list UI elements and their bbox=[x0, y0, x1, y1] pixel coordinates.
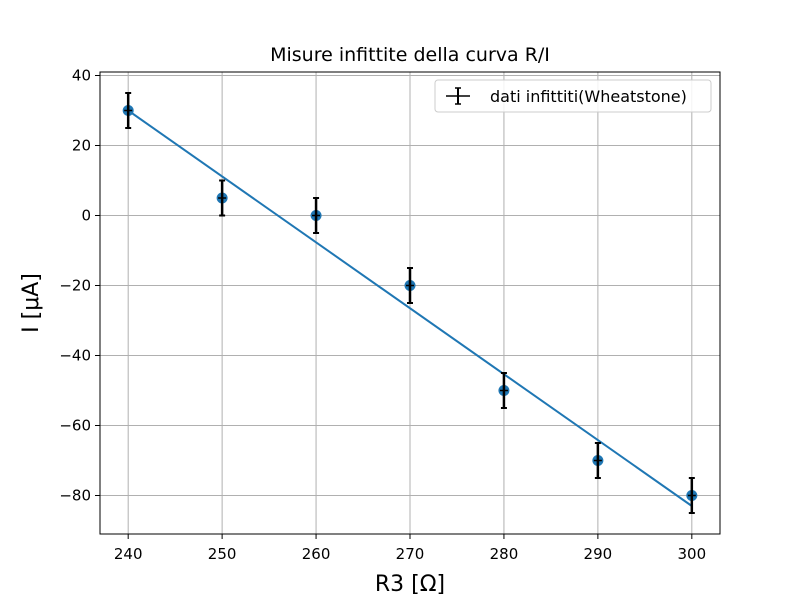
legend-label: dati infittiti(Wheatstone) bbox=[490, 87, 687, 106]
error-bar bbox=[406, 267, 414, 304]
x-tick-label: 240 bbox=[114, 545, 143, 563]
error-bars-group bbox=[124, 92, 696, 514]
x-tick-label: 270 bbox=[396, 545, 425, 563]
y-axis-ticks: 40 20 0 −20 −40 −60 −80 bbox=[59, 67, 100, 505]
error-bar bbox=[687, 477, 696, 514]
x-tick-label: 260 bbox=[302, 545, 331, 563]
legend: dati infittiti(Wheatstone) bbox=[434, 79, 712, 113]
error-bar bbox=[312, 197, 321, 234]
y-tick-label: −80 bbox=[59, 487, 91, 505]
x-axis-ticks: 240 250 260 270 280 290 300 bbox=[114, 534, 706, 563]
x-tick-label: 300 bbox=[677, 545, 706, 563]
legend-marker bbox=[446, 87, 470, 105]
y-tick-label: 0 bbox=[81, 207, 91, 225]
grid bbox=[100, 72, 720, 534]
fit-line bbox=[127, 109, 693, 507]
error-bar bbox=[218, 179, 227, 217]
y-axis-label: I [μA] bbox=[19, 273, 44, 333]
x-tick-label: 250 bbox=[208, 545, 237, 563]
x-axis-label: R3 [Ω] bbox=[375, 572, 445, 597]
y-tick-label: −60 bbox=[59, 417, 91, 435]
x-tick-label: 280 bbox=[490, 545, 519, 563]
chart-title: Misure infittite della curva R/I bbox=[270, 44, 550, 66]
fit-line-group bbox=[127, 109, 693, 507]
legend-box bbox=[434, 79, 712, 113]
error-bar bbox=[593, 442, 602, 479]
y-tick-label: 20 bbox=[72, 137, 91, 155]
y-tick-label: −40 bbox=[59, 347, 91, 365]
y-tick-label: −20 bbox=[59, 277, 91, 295]
error-bar bbox=[499, 372, 508, 409]
error-bar bbox=[124, 92, 133, 129]
y-tick-label: 40 bbox=[72, 67, 91, 85]
x-tick-label: 290 bbox=[584, 545, 613, 563]
